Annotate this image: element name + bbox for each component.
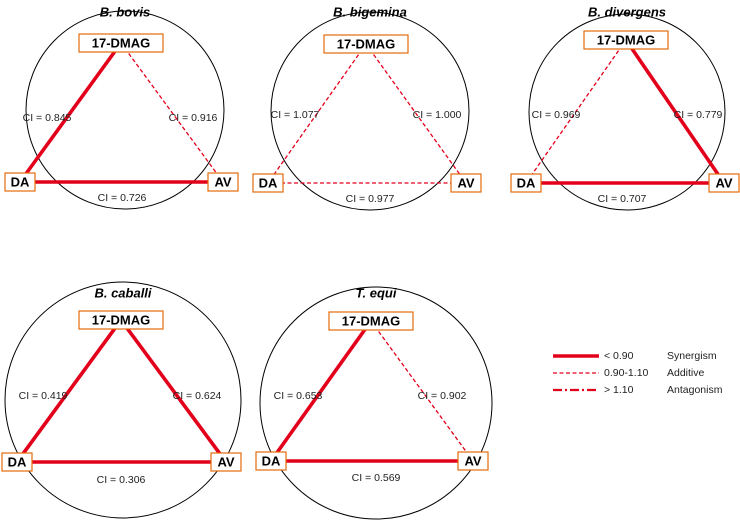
edge-left-ci-label: CI = 1.077 bbox=[271, 109, 320, 121]
node-right-box bbox=[708, 173, 740, 193]
node-right-box bbox=[457, 451, 489, 471]
node-left-label: DA bbox=[11, 174, 30, 189]
node-top-box bbox=[78, 310, 164, 330]
outline-circle bbox=[528, 13, 726, 211]
edge-bottom-ci-label: CI = 0.977 bbox=[346, 193, 395, 205]
diagram-title: B. bovis bbox=[100, 4, 151, 19]
node-top-label: 17-DMAG bbox=[597, 32, 656, 47]
edge-right-line bbox=[370, 320, 474, 462]
legend: < 0.90 Synergism 0.90-1.10 Additive > 1.10 An… bbox=[553, 350, 723, 396]
edge-left-ci-label: CI = 0.969 bbox=[532, 109, 581, 121]
node-right-box bbox=[207, 172, 239, 192]
node-top-label: 17-DMAG bbox=[92, 312, 151, 327]
node-top-box bbox=[78, 33, 164, 53]
node-right-label: AV bbox=[464, 453, 481, 468]
edge-left-ci-label: CI = 0.845 bbox=[23, 112, 72, 124]
edge-left-line bbox=[525, 39, 627, 184]
legend-meaning: Synergism bbox=[667, 350, 717, 362]
node-left-label: DA bbox=[262, 453, 281, 468]
node-right-box bbox=[210, 452, 242, 472]
legend-meaning: Additive bbox=[667, 367, 705, 379]
edge-right-ci-label: CI = 0.779 bbox=[674, 109, 723, 121]
edge-left-line bbox=[18, 41, 123, 184]
edge-right-line bbox=[119, 318, 228, 464]
node-right-label: AV bbox=[217, 454, 234, 469]
legend-range: 0.90-1.10 bbox=[604, 367, 649, 379]
node-left-box bbox=[510, 173, 542, 193]
edge-left-ci-label: CI = 0.419 bbox=[19, 390, 68, 402]
legend-range: > 1.10 bbox=[604, 384, 634, 396]
legend-range: < 0.90 bbox=[604, 350, 634, 362]
node-top-label: 17-DMAG bbox=[337, 36, 396, 51]
node-left-label: DA bbox=[517, 175, 536, 190]
node-left-box bbox=[4, 172, 36, 192]
combination-diagram: B. bovis CI = 0.845 CI = 0.916 CI = 0.726 17… bbox=[4, 4, 239, 210]
combination-diagram: T. equi CI = 0.653 CI = 0.902 CI = 0.569 17-… bbox=[255, 285, 493, 520]
outline-circle bbox=[4, 281, 242, 519]
node-top-box bbox=[328, 311, 414, 331]
outline-circle bbox=[259, 286, 493, 520]
edge-left-line bbox=[267, 43, 367, 184]
edge-right-ci-label: CI = 1.000 bbox=[413, 109, 462, 121]
edge-right-ci-label: CI = 0.624 bbox=[173, 390, 222, 402]
edge-left-ci-label: CI = 0.653 bbox=[274, 390, 323, 402]
edge-right-line bbox=[624, 38, 726, 185]
edge-bottom-ci-label: CI = 0.707 bbox=[598, 193, 647, 205]
legend-meaning: Antagonism bbox=[667, 384, 723, 396]
edge-right-line bbox=[120, 42, 224, 183]
node-left-box bbox=[1, 452, 33, 472]
edge-left-line bbox=[269, 319, 373, 463]
edge-left-line bbox=[15, 318, 123, 464]
node-right-label: AV bbox=[214, 174, 231, 189]
node-left-label: DA bbox=[259, 175, 278, 190]
node-left-box bbox=[255, 451, 287, 471]
node-right-label: AV bbox=[457, 175, 474, 190]
node-left-label: DA bbox=[8, 454, 27, 469]
edge-right-line bbox=[365, 43, 467, 184]
diagram-title: B. divergens bbox=[588, 4, 666, 19]
diagram-title: T. equi bbox=[356, 285, 397, 300]
node-top-box bbox=[583, 30, 669, 50]
edge-bottom-ci-label: CI = 0.569 bbox=[352, 472, 401, 484]
combination-diagram: B. caballi CI = 0.419 CI = 0.624 CI = 0.306… bbox=[1, 281, 242, 519]
node-top-box bbox=[323, 34, 409, 54]
node-left-box bbox=[252, 173, 284, 193]
edge-right-ci-label: CI = 0.916 bbox=[169, 112, 218, 124]
edge-bottom-ci-label: CI = 0.726 bbox=[98, 192, 147, 204]
node-right-label: AV bbox=[715, 175, 732, 190]
outline-circle bbox=[270, 11, 470, 211]
combination-diagram: B. divergens CI = 0.969 CI = 0.779 CI = 0.7… bbox=[510, 4, 740, 211]
node-top-label: 17-DMAG bbox=[92, 35, 151, 50]
node-top-label: 17-DMAG bbox=[342, 313, 401, 328]
edge-right-ci-label: CI = 0.902 bbox=[418, 390, 467, 402]
outline-circle bbox=[25, 10, 225, 210]
node-right-box bbox=[450, 173, 482, 193]
edge-bottom-ci-label: CI = 0.306 bbox=[97, 474, 146, 486]
diagram-title: B. caballi bbox=[94, 285, 151, 300]
